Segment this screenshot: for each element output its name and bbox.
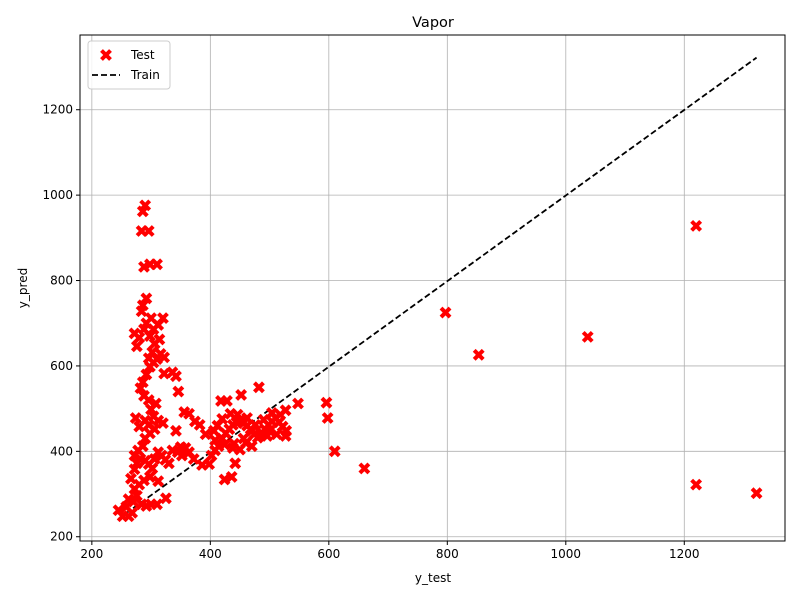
- test-point-marker: [153, 333, 166, 346]
- test-point-marker: [175, 449, 188, 462]
- test-point-marker: [172, 385, 185, 398]
- test-point-marker: [129, 412, 142, 424]
- test-point-marker: [157, 312, 169, 325]
- test-point-marker: [690, 219, 703, 232]
- test-point-marker: [249, 418, 262, 431]
- test-point-marker: [229, 457, 242, 470]
- y-tick-label: 400: [50, 444, 73, 458]
- test-point-marker: [166, 366, 179, 379]
- test-point-marker: [146, 462, 159, 475]
- legend: Test Train: [87, 40, 171, 90]
- legend-train-label: Train: [130, 68, 160, 82]
- y-axis-label: y_pred: [16, 268, 30, 308]
- test-point-marker: [199, 428, 212, 441]
- test-point-marker: [128, 327, 141, 340]
- x-tick-label: 400: [199, 547, 222, 561]
- test-point-marker: [266, 406, 278, 419]
- test-point-marker: [221, 395, 233, 407]
- test-series: [112, 199, 763, 523]
- test-point-marker: [138, 389, 150, 402]
- test-point-marker: [209, 434, 221, 447]
- test-point-marker: [162, 457, 175, 470]
- test-point-marker: [158, 367, 171, 380]
- test-point-marker: [257, 413, 270, 426]
- test-point-marker: [140, 368, 153, 381]
- test-point-marker: [193, 418, 206, 431]
- x-tick-label: 600: [317, 547, 340, 561]
- y-tick-label: 1000: [42, 188, 73, 202]
- test-point-marker: [130, 340, 143, 353]
- test-point-marker: [148, 453, 161, 465]
- test-point-marker: [207, 424, 220, 437]
- test-point-marker: [203, 458, 216, 471]
- test-point-marker: [279, 430, 292, 442]
- axis-ticks: 200 400 600 800 1000 1200 200 400 600 800 1000 1200: [42, 103, 699, 561]
- x-tick-label: 1200: [669, 547, 700, 561]
- test-point-marker: [241, 412, 253, 424]
- test-point-marker: [224, 407, 237, 420]
- test-point-marker: [321, 412, 334, 424]
- test-point-marker: [125, 472, 137, 485]
- test-point-marker: [750, 487, 763, 500]
- y-tick-label: 1200: [42, 103, 73, 117]
- x-tick-label: 200: [80, 547, 103, 561]
- test-point-marker: [218, 438, 231, 451]
- test-point-marker: [140, 292, 153, 305]
- test-point-marker: [170, 424, 182, 437]
- test-point-marker: [358, 462, 371, 475]
- test-point-marker: [270, 428, 283, 441]
- legend-test-label: Test: [130, 48, 155, 62]
- test-point-marker: [235, 389, 248, 401]
- test-point-marker: [253, 381, 265, 394]
- test-point-marker: [328, 445, 341, 458]
- x-tick-label: 1000: [551, 547, 582, 561]
- y-tick-label: 800: [50, 274, 73, 288]
- y-tick-label: 600: [50, 359, 73, 373]
- test-point-marker: [581, 330, 594, 343]
- test-point-marker: [472, 348, 485, 361]
- plot-frame: [79, 34, 786, 542]
- y-tick-label: 200: [50, 530, 73, 544]
- test-point-marker: [225, 471, 238, 483]
- x-tick-label: 800: [436, 547, 459, 561]
- test-point-marker: [158, 351, 171, 364]
- test-point-marker: [143, 471, 156, 483]
- test-point-marker: [130, 489, 143, 502]
- test-point-marker: [159, 492, 172, 505]
- test-point-marker: [146, 346, 159, 359]
- test-point-marker: [690, 478, 703, 491]
- test-point-marker: [292, 397, 304, 410]
- grid-lines: [80, 35, 785, 541]
- test-point-marker: [152, 475, 165, 488]
- test-point-marker: [320, 396, 333, 409]
- test-point-marker: [136, 440, 149, 453]
- test-point-marker: [133, 420, 146, 433]
- x-axis-label: y_test: [415, 571, 451, 585]
- test-point-marker: [151, 258, 163, 271]
- test-point-marker: [151, 498, 163, 511]
- legend-test-marker: [100, 49, 112, 61]
- test-point-marker: [142, 225, 155, 237]
- test-point-marker: [149, 397, 162, 410]
- test-point-marker: [136, 376, 149, 389]
- test-point-marker: [157, 417, 169, 430]
- test-point-marker: [279, 404, 292, 417]
- test-point-marker: [218, 473, 231, 486]
- test-point-marker: [245, 440, 258, 453]
- chart-title: Vapor: [412, 15, 454, 31]
- test-point-marker: [254, 429, 267, 442]
- test-point-marker: [439, 306, 452, 319]
- test-point-marker: [136, 299, 149, 312]
- test-point-marker: [139, 199, 152, 212]
